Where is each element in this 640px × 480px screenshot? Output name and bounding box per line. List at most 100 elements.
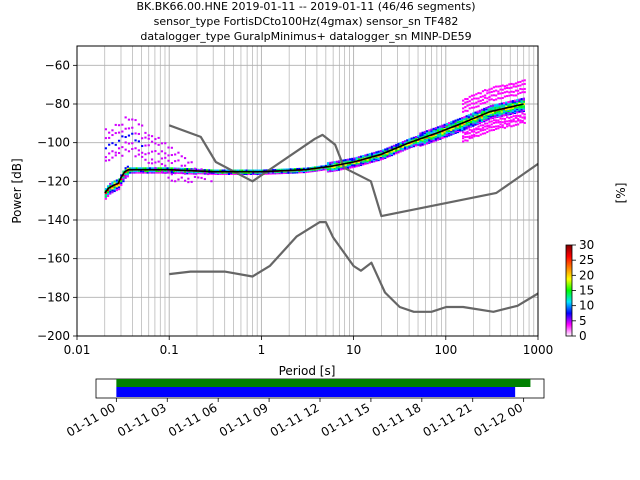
heatmap-cell bbox=[154, 142, 157, 145]
heatmap-cell bbox=[443, 123, 446, 126]
heatmap-cell bbox=[192, 171, 195, 174]
heatmap-cell bbox=[472, 119, 475, 122]
heatmap-cell bbox=[172, 170, 176, 173]
heatmap-cell bbox=[468, 95, 471, 98]
heatmap-cell bbox=[502, 114, 506, 117]
heatmap-cell bbox=[117, 184, 121, 187]
heatmap-cell bbox=[375, 157, 378, 160]
heatmap-cell bbox=[476, 123, 479, 126]
heatmap-cell bbox=[150, 158, 154, 161]
heatmap-cell bbox=[496, 108, 499, 111]
heatmap-cell bbox=[511, 102, 514, 105]
heatmap-cell bbox=[379, 152, 382, 155]
heatmap-cell bbox=[521, 83, 524, 86]
heatmap-cell bbox=[501, 121, 504, 124]
heatmap-cell bbox=[170, 146, 173, 149]
heatmap-cell bbox=[509, 102, 512, 105]
heatmap-cell bbox=[346, 161, 349, 164]
heatmap-cell bbox=[502, 106, 506, 109]
heatmap-cell bbox=[243, 172, 246, 175]
heatmap-cell bbox=[503, 87, 507, 90]
segments-tick-label: 01-11 09 bbox=[217, 400, 271, 439]
heatmap-cell bbox=[486, 92, 489, 95]
heatmap-cell bbox=[423, 134, 426, 137]
heatmap-cell bbox=[428, 132, 431, 135]
heatmap-cell bbox=[466, 104, 469, 107]
heatmap-cell bbox=[514, 116, 518, 119]
heatmap-cell bbox=[278, 168, 281, 171]
heatmap-cell bbox=[289, 171, 292, 174]
heatmap-cell bbox=[474, 118, 477, 121]
heatmap-cell bbox=[205, 169, 209, 172]
heatmap-cell bbox=[342, 167, 345, 170]
heatmap-cell bbox=[518, 109, 521, 112]
heatmap-cell bbox=[439, 137, 442, 140]
heatmap-cell bbox=[425, 142, 429, 145]
heatmap-cell bbox=[179, 167, 182, 170]
heatmap-cell bbox=[476, 114, 479, 117]
heatmap-cell bbox=[276, 171, 279, 174]
heatmap-cell bbox=[141, 137, 144, 140]
heatmap-cell bbox=[401, 149, 404, 152]
y-axis-label: Power [dB] bbox=[10, 158, 24, 223]
heatmap-cell bbox=[479, 128, 482, 131]
heatmap-cell bbox=[467, 117, 470, 120]
heatmap-cell bbox=[500, 113, 503, 116]
heatmap-cell bbox=[410, 139, 413, 142]
heatmap-cell bbox=[465, 116, 468, 119]
heatmap-cell bbox=[167, 170, 170, 173]
heatmap-cell bbox=[480, 109, 484, 112]
heatmap-cell bbox=[494, 106, 497, 109]
colorbar-tick-label: 10 bbox=[579, 299, 594, 313]
heatmap-cell bbox=[117, 188, 121, 191]
heatmap-cell bbox=[472, 113, 475, 116]
heatmap-cell bbox=[126, 171, 129, 174]
heatmap-cell bbox=[104, 193, 107, 196]
heatmap-cell bbox=[522, 109, 525, 112]
heatmap-cell bbox=[194, 172, 198, 175]
heatmap-cell bbox=[144, 167, 147, 170]
heatmap-cell bbox=[419, 141, 422, 144]
heatmap-cell bbox=[506, 123, 509, 126]
heatmap-cell bbox=[503, 117, 507, 120]
heatmap-cell bbox=[522, 108, 525, 111]
heatmap-cell bbox=[373, 156, 376, 159]
heatmap-cell bbox=[468, 103, 471, 106]
heatmap-cell bbox=[508, 91, 511, 94]
heatmap-cell bbox=[512, 83, 515, 86]
y-tick-label: −100 bbox=[37, 136, 70, 150]
heatmap-cell bbox=[368, 159, 371, 162]
heatmap-cell bbox=[221, 171, 224, 174]
heatmap-cell bbox=[522, 105, 525, 108]
heatmap-cell bbox=[412, 142, 415, 145]
heatmap-cell bbox=[124, 169, 127, 172]
heatmap-cell bbox=[337, 168, 341, 171]
heatmap-cell bbox=[494, 107, 497, 110]
heatmap-cell bbox=[298, 170, 301, 173]
heatmap-cell bbox=[291, 171, 294, 174]
heatmap-cell bbox=[137, 170, 140, 173]
heatmap-cell bbox=[512, 120, 515, 123]
colorbar-tick-label: 25 bbox=[579, 253, 594, 267]
mode-curve bbox=[104, 103, 524, 194]
heatmap-cell bbox=[464, 133, 467, 136]
heatmap-cell bbox=[496, 113, 499, 116]
heatmap-cell bbox=[364, 155, 367, 158]
heatmap-cell bbox=[348, 163, 352, 166]
heatmap-cell bbox=[509, 109, 512, 112]
heatmap-cell bbox=[335, 161, 338, 164]
heatmap-cell bbox=[313, 166, 316, 169]
heatmap-cell bbox=[517, 123, 520, 126]
heatmap-cell bbox=[434, 129, 437, 132]
heatmap-cell bbox=[205, 171, 209, 174]
segments-tick-label: 01-11 15 bbox=[319, 400, 373, 439]
heatmap-cell bbox=[104, 195, 107, 198]
heatmap-cell bbox=[503, 85, 507, 88]
heatmap-cell bbox=[487, 112, 490, 115]
heatmap-cell bbox=[166, 171, 169, 174]
heatmap-cell bbox=[464, 139, 467, 142]
heatmap-cell bbox=[326, 169, 330, 172]
heatmap-cell bbox=[483, 111, 486, 114]
heatmap-cell bbox=[348, 158, 352, 161]
heatmap-cell bbox=[348, 165, 352, 168]
